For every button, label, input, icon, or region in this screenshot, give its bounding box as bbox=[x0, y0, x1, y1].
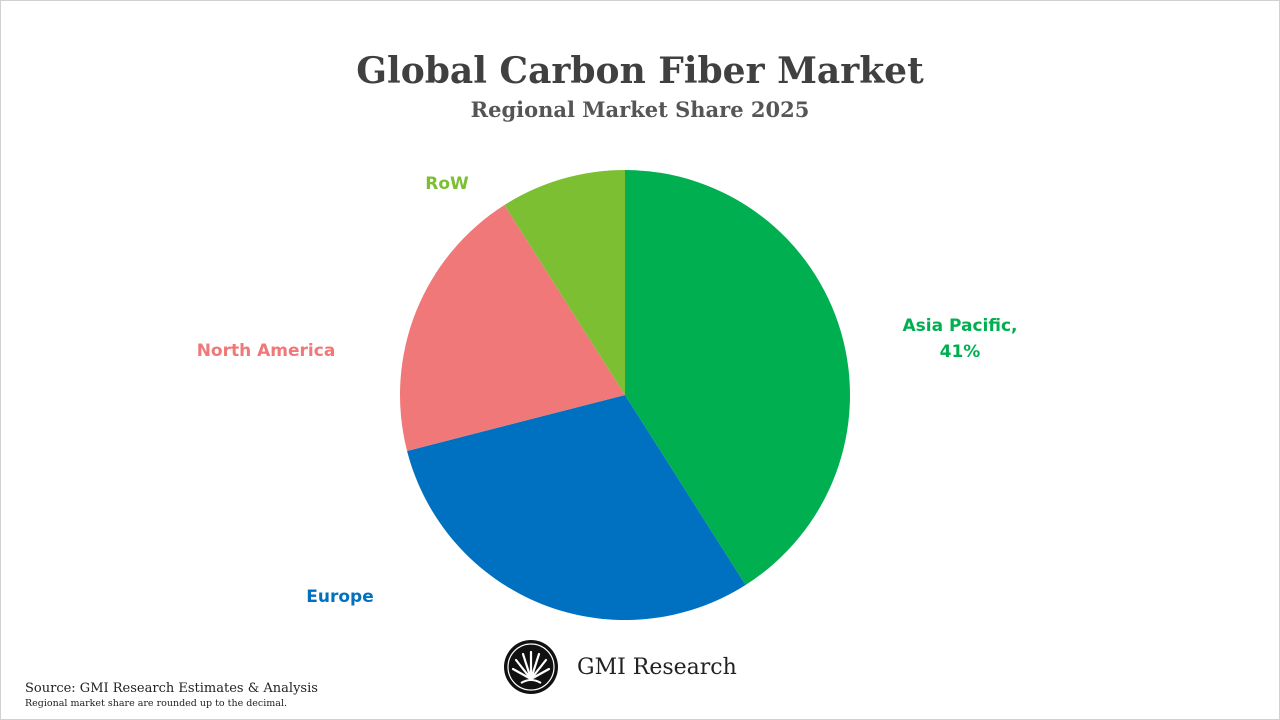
slice-label-asia-pacific-value: 41% bbox=[939, 342, 981, 362]
pie-slice-row bbox=[504, 170, 625, 395]
pie-slice-north-america bbox=[400, 205, 625, 451]
source-text: Source: GMI Research Estimates & Analysi… bbox=[25, 681, 318, 696]
slice-label-europe: Europe bbox=[270, 584, 410, 610]
slice-label-north-america: North America bbox=[186, 338, 346, 364]
chart-title: Global Carbon Fiber Market bbox=[356, 50, 924, 92]
slice-label-north-america-name: North America bbox=[196, 341, 336, 361]
slice-label-row-name: RoW bbox=[425, 174, 469, 194]
slice-label-asia-pacific: Asia Pacific, 41% bbox=[885, 313, 1035, 365]
gmi-research-logo-icon bbox=[504, 640, 558, 694]
slice-label-europe-name: Europe bbox=[306, 587, 374, 607]
footnote-text: Regional market share are rounded up to … bbox=[25, 698, 288, 709]
pie-slice-europe bbox=[407, 395, 746, 620]
pie-slice-asia-pacific bbox=[625, 170, 850, 585]
chart-subtitle: Regional Market Share 2025 bbox=[470, 97, 810, 122]
slice-label-row: RoW bbox=[407, 171, 487, 197]
brand-logo: GMI Research bbox=[503, 639, 737, 695]
brand-name: GMI Research bbox=[577, 654, 737, 680]
slice-label-asia-pacific-name: Asia Pacific, bbox=[902, 316, 1018, 336]
